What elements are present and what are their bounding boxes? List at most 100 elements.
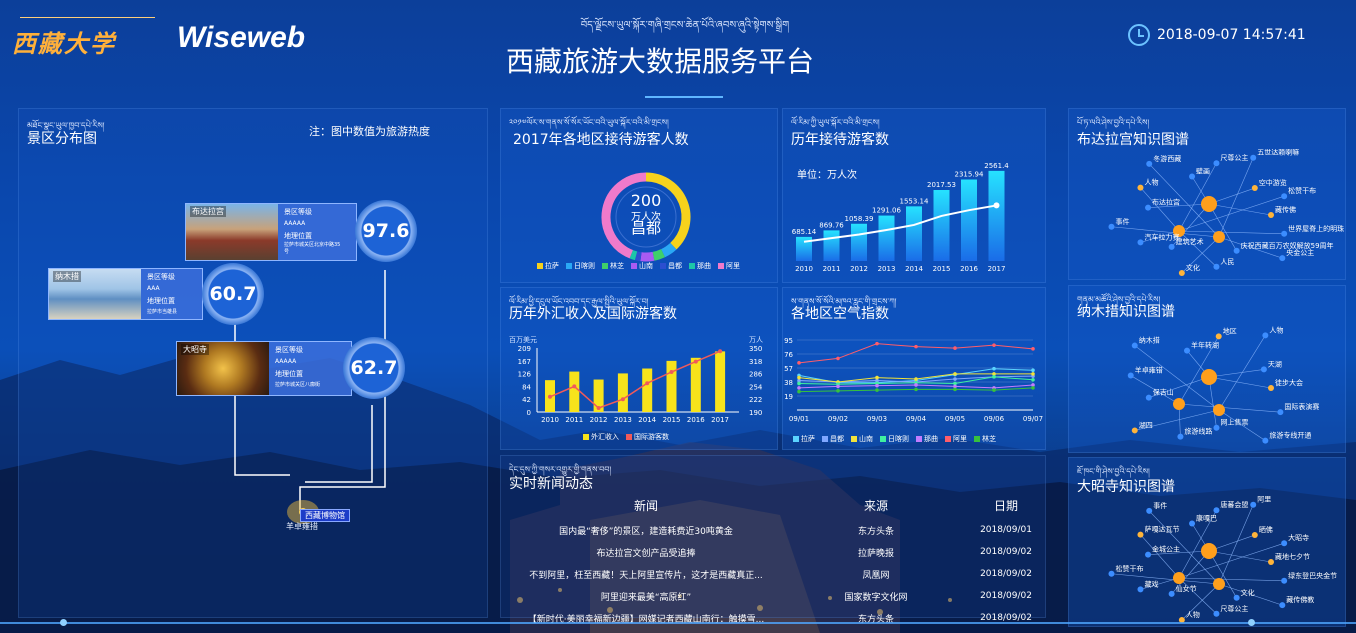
line-point (797, 389, 801, 394)
x-tick-label: 09/07 (1023, 415, 1043, 423)
legend-swatch (880, 436, 886, 442)
news-row[interactable]: 【新时代·美丽幸福新边疆】网媒记者西藏山南行：触摸雪... 东方头条 2018/… (491, 607, 1061, 629)
legend-item[interactable]: 外汇收入 (583, 432, 619, 442)
line-point (914, 344, 918, 349)
timeline-marker[interactable] (60, 619, 67, 626)
heat-pin-namtso[interactable]: 60.7 (202, 263, 264, 325)
graph-node (1127, 372, 1134, 379)
y-tick-label: 38 (784, 379, 793, 387)
graph-edge (1208, 550, 1272, 563)
graph-edge (1208, 187, 1255, 205)
line-point (953, 346, 957, 350)
graph-node (1279, 255, 1286, 262)
graph-node (1178, 617, 1185, 623)
line-series (549, 350, 721, 409)
news-headline[interactable]: 【新时代·美丽幸福新边疆】网媒记者西藏山南行：触摸雪... (527, 614, 765, 625)
bar (715, 351, 726, 412)
scenic-card-jokhang[interactable]: 大昭寺 景区等级 AAAAA 地理位置 拉萨市城关区八廓街 (176, 341, 352, 396)
news-headline[interactable]: 布达拉宫文创产品受追捧 (596, 548, 696, 559)
scenic-card-potala[interactable]: 布达拉宫 景区等级 AAAAA 地理位置 拉萨市城关区北京中路35号 (185, 203, 357, 261)
level-label: 景区等级 (147, 273, 175, 281)
scenic-card-namtso[interactable]: 纳木措 景区等级 AAA 地理位置 拉萨市当雄县 (48, 268, 203, 320)
legend-item[interactable]: 国际游客数 (626, 432, 669, 442)
graph-node-label: 人物 (1269, 325, 1283, 334)
legend-item[interactable]: 拉萨 (793, 434, 815, 444)
legend-label: 国际游客数 (634, 433, 669, 441)
y2-tick-label: 254 (749, 383, 763, 391)
line-point (693, 359, 698, 364)
heat-pin-potala[interactable]: 97.6 (355, 200, 417, 262)
timeline-marker[interactable] (1248, 619, 1255, 626)
x-tick-label: 2015 (933, 265, 951, 273)
donut-slice (629, 249, 638, 261)
legend-item[interactable]: 那曲 (689, 261, 711, 271)
scenic-card-name: 纳木措 (53, 271, 81, 282)
level-label: 景区等级 (284, 208, 312, 216)
news-headline[interactable]: 国内最“奢侈”的景区，建造耗费近30吨黄金 (559, 526, 733, 537)
graph-node (1145, 394, 1152, 401)
graph-edge (1148, 550, 1210, 555)
graph-node (1268, 385, 1274, 391)
news-row[interactable]: 布达拉宫文创产品受追捧 拉萨晚报 2018/09/02 (491, 541, 1061, 563)
graph-node-label: 尺尊公主 (1220, 604, 1248, 613)
addr-value: 拉萨市城关区北京中路35号 (284, 242, 341, 255)
graph-node (1168, 590, 1175, 597)
forex-panel: ལོ་རིམ་ཕྱི་དངུལ་ཡོང་འབབ་དང་རྒྱལ་སྤྱིའི་ཡ… (500, 287, 778, 450)
graph-node-label: 人物 (1186, 610, 1200, 619)
legend-item[interactable]: 林芝 (602, 261, 624, 271)
news-title: 实时新闻动态 (509, 476, 593, 492)
y2-tick-label: 222 (749, 396, 762, 404)
line-point (572, 384, 577, 389)
news-row[interactable]: 阿里迎来最美“高原红” 国家数字文化网 2018/09/02 (491, 585, 1061, 607)
legend-item[interactable]: 昌都 (660, 261, 682, 271)
legend-item[interactable]: 日喀则 (566, 261, 595, 271)
graph-edge (1111, 573, 1220, 585)
legend-item[interactable]: 那曲 (916, 434, 938, 444)
news-headline[interactable]: 阿里迎来最美“高原红” (600, 592, 692, 603)
line-point (797, 378, 801, 383)
y-tick-label: 57 (784, 365, 793, 373)
x-tick-label: 09/04 (906, 415, 927, 423)
graph-edge (1140, 230, 1180, 243)
graph-edge (1178, 336, 1219, 405)
legend-label: 日喀则 (888, 435, 909, 443)
scenic-title: 景区分布图 (27, 131, 97, 147)
graph-title: 大昭寺知识图谱 (1077, 479, 1175, 495)
news-headline[interactable]: 不到阿里，枉至西藏！天上阿里宣传片，这才是西藏真正... (529, 570, 763, 581)
legend-item[interactable]: 阿里 (718, 261, 740, 271)
map-label-yamdrok[interactable]: 羊卓雍措 (286, 522, 318, 531)
graph-node (1137, 184, 1144, 191)
line-point (953, 387, 957, 392)
legend-swatch (916, 436, 922, 442)
legend-item[interactable]: 山南 (631, 261, 653, 271)
map-label-museum[interactable]: 西藏博物馆 (300, 509, 350, 522)
legend-label: 山南 (639, 262, 653, 270)
graph-node-label: 晒佛 (1259, 525, 1273, 534)
visitors-panel: ༢༠༡༧ལོར་ས་གནས་སོ་སོར་ཡོང་བའི་ཡུལ་སྐོར་བའ… (500, 108, 778, 283)
graph-edge (1140, 577, 1180, 590)
legend-item[interactable]: 昌都 (822, 434, 844, 444)
news-row[interactable]: 国内最“奢侈”的景区，建造耗费近30吨黄金 东方头条 2018/09/01 (491, 519, 1061, 541)
legend-item[interactable]: 林芝 (974, 434, 996, 444)
legend-item[interactable]: 日喀则 (880, 434, 909, 444)
legend-item[interactable]: 阿里 (945, 434, 967, 444)
graph-node (1145, 551, 1152, 558)
graph-node (1137, 531, 1144, 538)
timeline-bar[interactable] (0, 622, 1356, 624)
legend-label: 那曲 (924, 435, 938, 443)
graph-node (1137, 239, 1144, 246)
graph-node (1213, 507, 1220, 514)
line-point (797, 375, 801, 380)
legend-item[interactable]: 山南 (851, 434, 873, 444)
legend-item[interactable]: 拉萨 (537, 261, 559, 271)
graph-node (1262, 332, 1269, 339)
heat-pin-jokhang[interactable]: 62.7 (343, 337, 405, 399)
line-point (875, 375, 879, 380)
legend-swatch (537, 263, 543, 269)
news-row[interactable]: 不到阿里，枉至西藏！天上阿里宣传片，这才是西藏真正... 凤凰网 2018/09… (491, 563, 1061, 585)
scenic-card-name: 布达拉宫 (190, 206, 226, 217)
line-point (875, 378, 879, 383)
